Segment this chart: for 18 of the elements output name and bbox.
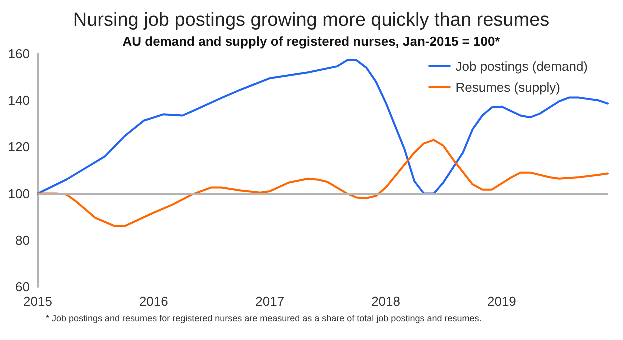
chart-title: Nursing job postings growing more quickly than resumes xyxy=(73,10,550,31)
y-tick-label: 80 xyxy=(16,232,30,248)
x-tick-label: 2019 xyxy=(487,294,516,309)
y-tick-label: 160 xyxy=(8,46,30,62)
line-series xyxy=(37,139,609,228)
x-tick-label: 2018 xyxy=(372,294,400,309)
y-tick-label: 120 xyxy=(8,140,30,155)
y-tick-label: 140 xyxy=(8,93,30,108)
x-tick-label: 2017 xyxy=(256,294,285,309)
line-series xyxy=(37,60,609,195)
legend-label: Resumes (supply) xyxy=(456,80,561,95)
y-tick-label: 100 xyxy=(8,186,30,202)
text: * Job postings and resumes for registered nurses are measured as a share of total job postings and resumes. xyxy=(46,314,482,324)
chart-subtitle: AU demand and supply of registered nurses, Jan-2015 = 100* xyxy=(122,34,502,49)
x-tick-label: 2016 xyxy=(139,294,168,309)
y-tick-label: 60 xyxy=(16,280,30,294)
x-tick-label: 2015 xyxy=(24,294,52,309)
legend-label: Job postings (demand) xyxy=(456,59,588,74)
